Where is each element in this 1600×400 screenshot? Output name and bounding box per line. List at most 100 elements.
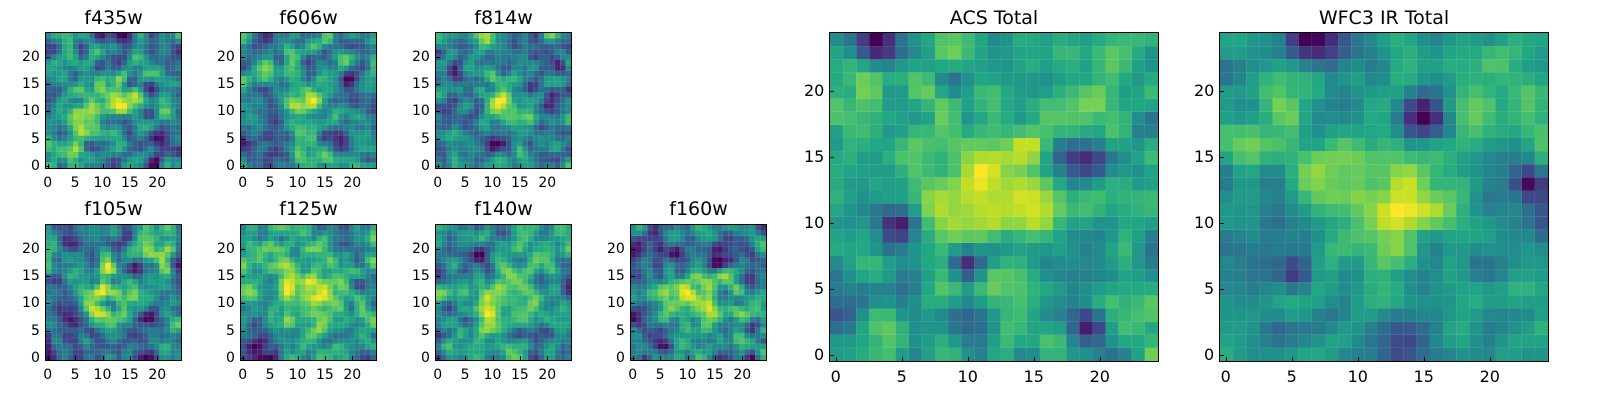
y-tick-label: 5 [31, 130, 40, 147]
heatmap-cell [305, 279, 312, 285]
heatmap-cell [311, 54, 317, 61]
heatmap-cell [116, 141, 122, 147]
heatmap-cell [463, 327, 469, 334]
heatmap-cell [110, 76, 117, 82]
heatmap-cell [641, 257, 648, 263]
heatmap-cell [121, 33, 128, 39]
heatmap-cell [500, 284, 507, 290]
heatmap-cell [257, 76, 263, 82]
heatmap-cell [56, 257, 63, 263]
heatmap-cell [132, 338, 138, 344]
heatmap-cell [457, 92, 464, 98]
heatmap-cell [295, 146, 301, 152]
heatmap-cell [56, 141, 63, 147]
heatmap-cell [305, 157, 312, 163]
heatmap-cell [100, 146, 106, 152]
heatmap-cell [506, 333, 512, 339]
heatmap-cell [105, 354, 111, 360]
heatmap-cell [170, 119, 176, 125]
heatmap-cell [121, 157, 128, 163]
heatmap-cell [934, 308, 949, 322]
heatmap-cell [251, 257, 258, 263]
heatmap-cell [295, 268, 301, 274]
heatmap-cell [490, 257, 496, 263]
y-tick-label: 0 [226, 158, 235, 175]
heatmap-cell [51, 92, 57, 98]
heatmap-cell [701, 327, 707, 334]
heatmap-cell [760, 273, 766, 280]
heatmap-cell [94, 65, 101, 71]
heatmap-cell [137, 60, 144, 66]
heatmap-cell [749, 300, 756, 307]
heatmap-cell [332, 54, 339, 61]
heatmap-cell [908, 269, 922, 283]
heatmap-cell [987, 269, 1001, 283]
heatmap-cell [506, 273, 512, 280]
heatmap-cell [46, 76, 52, 82]
heatmap-cell [457, 119, 464, 125]
heatmap-cell [110, 257, 117, 263]
heatmap-cell [268, 289, 274, 296]
heatmap-cell [62, 338, 68, 344]
heatmap-cell [94, 327, 101, 334]
heatmap-cell [755, 268, 761, 274]
heatmap-cell [305, 262, 312, 269]
heatmap-cell [549, 262, 555, 269]
heatmap-cell [484, 157, 491, 163]
heatmap-cell [560, 92, 566, 98]
heatmap-cell [1144, 124, 1158, 138]
heatmap-cell [316, 338, 323, 344]
heatmap-cell [370, 252, 376, 258]
heatmap-cell [284, 268, 290, 274]
heatmap-cell [544, 87, 550, 93]
heatmap-cell [565, 316, 571, 323]
heatmap-cell [895, 190, 909, 204]
heatmap-cell [869, 282, 883, 296]
heatmap-cell [468, 354, 474, 360]
heatmap-cell [495, 338, 501, 344]
heatmap-cell [948, 229, 962, 243]
heatmap-cell [441, 322, 447, 328]
heatmap-cell [262, 316, 269, 323]
heatmap-cell [934, 295, 949, 309]
heatmap-cell [300, 284, 306, 290]
heatmap-cell [739, 338, 745, 344]
heatmap-cell [365, 295, 371, 301]
heatmap-cell [289, 311, 296, 317]
heatmap-cell [560, 343, 566, 350]
heatmap-cell [446, 81, 453, 88]
heatmap-cell [257, 322, 263, 328]
heatmap-cell [436, 343, 442, 350]
heatmap-cell [468, 54, 474, 61]
heatmap-cell [987, 295, 1001, 309]
heatmap-cell [137, 257, 144, 263]
heatmap-cell [105, 92, 111, 98]
heatmap-cell [110, 333, 117, 339]
heatmap-cell [262, 60, 269, 66]
heatmap-cell [869, 347, 883, 361]
heatmap-cell [468, 157, 474, 163]
heatmap-cell [554, 311, 561, 317]
heatmap-cell [533, 141, 539, 147]
heatmap-cell [522, 54, 528, 61]
heatmap-cell [116, 119, 122, 125]
heatmap-cell [322, 327, 328, 334]
heatmap-cell [565, 241, 571, 247]
heatmap-cell [154, 141, 160, 147]
heatmap-cell [631, 338, 637, 344]
heatmap-cell [468, 114, 474, 120]
heatmap-cell [560, 76, 566, 82]
heatmap-cell [159, 273, 165, 280]
heatmap-cell [305, 273, 312, 280]
heatmap-cell [170, 130, 176, 136]
heatmap-cell [289, 338, 296, 344]
panel-title: f140w [474, 198, 533, 220]
heatmap-cell [137, 124, 144, 131]
heatmap-cell [251, 81, 258, 88]
heatmap-cell [679, 327, 686, 334]
heatmap-cell [706, 289, 713, 296]
heatmap-cell [170, 76, 176, 82]
heatmap-cell [500, 97, 507, 104]
heatmap-cell [78, 119, 84, 125]
heatmap-cell [365, 54, 371, 61]
